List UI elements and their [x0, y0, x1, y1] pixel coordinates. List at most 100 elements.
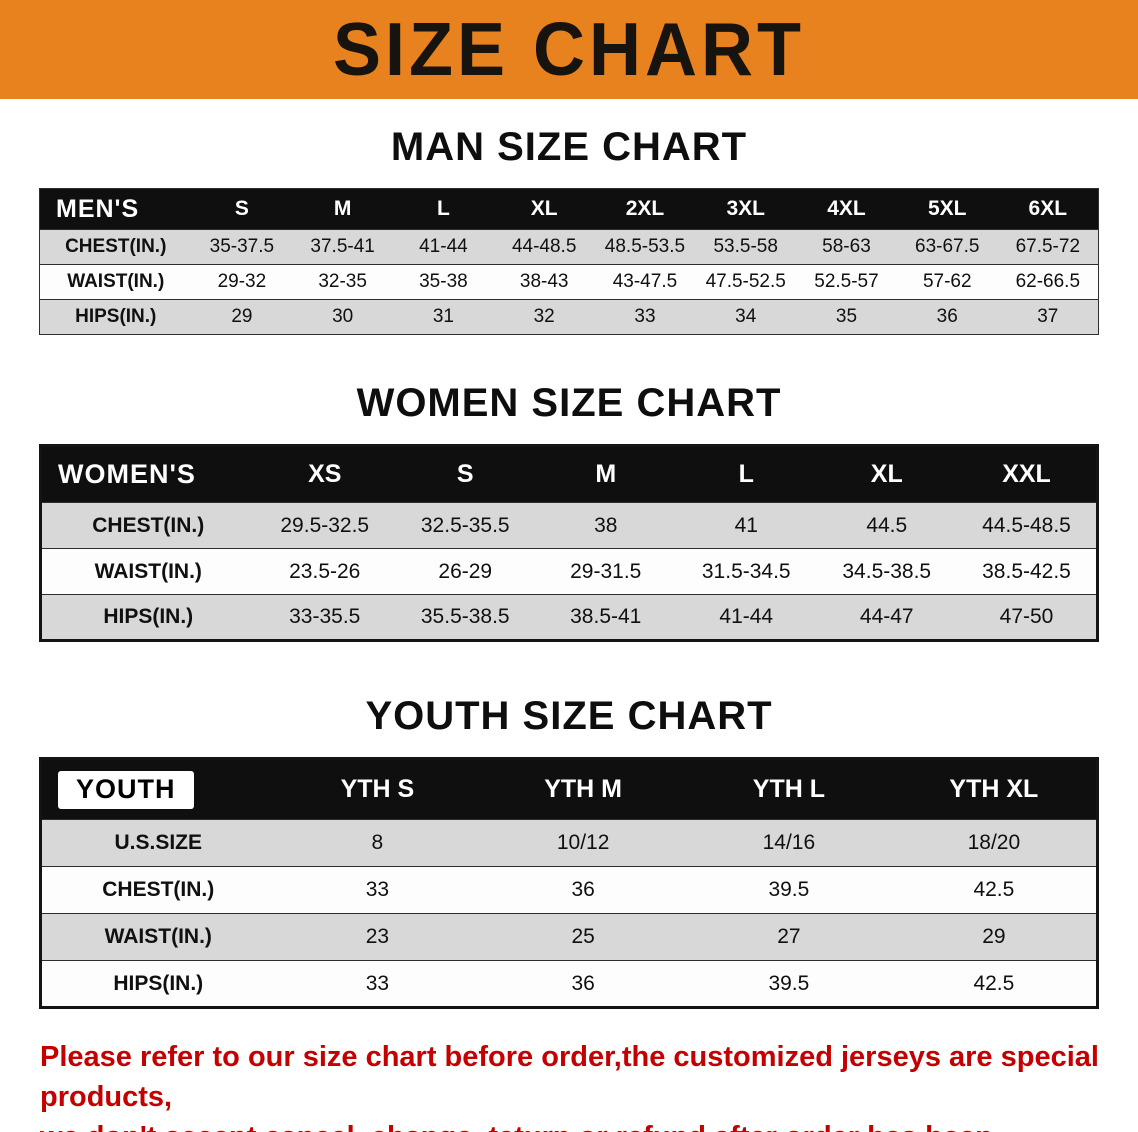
value-cell: 58-63 [796, 229, 897, 265]
column-header: 2XL [594, 188, 696, 230]
youth-section-heading: YOUTH SIZE CHART [365, 694, 773, 738]
value-cell: 35-38 [393, 264, 494, 300]
value-cell: 31.5-34.5 [676, 548, 817, 595]
banner: SIZE CHART [0, 0, 1138, 99]
youth-size-table: YOUTH YTH S YTH M YTH L YTH XL U.S.SIZE 8 10/12… [39, 757, 1099, 1009]
value-cell: 25 [480, 913, 686, 961]
value-cell: 63-67.5 [896, 229, 998, 265]
value-cell: 23 [274, 913, 481, 961]
disclaimer-line: Please refer to our size chart before or… [40, 1041, 1099, 1114]
value-cell: 26-29 [395, 548, 536, 595]
row-label: CHEST(IN.) [40, 502, 255, 549]
value-cell: 44-47 [816, 594, 957, 641]
column-header: 5XL [896, 188, 998, 230]
men-table-label: MEN'S [39, 188, 192, 230]
column-header: S [395, 445, 536, 503]
value-cell: 10/12 [480, 819, 686, 867]
value-cell: 32 [493, 299, 595, 335]
row-label: HIPS(IN.) [40, 594, 255, 641]
value-cell: 41 [676, 502, 817, 549]
men-header-row: MEN'S S M L XL 2XL 3XL 4XL 5XL 6XL [39, 188, 1099, 230]
value-cell: 33 [274, 866, 481, 914]
column-header: XL [816, 445, 957, 503]
value-cell: 67.5-72 [997, 229, 1099, 265]
column-header: 6XL [997, 188, 1099, 230]
column-header: YTH XL [891, 758, 1098, 820]
women-header-row: WOMEN'S XS S M L XL XXL [40, 445, 1098, 503]
value-cell: 36 [896, 299, 998, 335]
value-cell: 35.5-38.5 [395, 594, 536, 641]
table-row: HIPS(IN.) 29 30 31 32 33 34 35 36 37 [39, 299, 1099, 335]
value-cell: 57-62 [896, 264, 998, 300]
column-header: L [676, 445, 817, 503]
column-header: YTH L [686, 758, 892, 820]
youth-table-label: YOUTH [40, 758, 275, 820]
value-cell: 38.5-42.5 [957, 548, 1098, 595]
column-header: 3XL [695, 188, 797, 230]
page-title: SIZE CHART [333, 7, 805, 92]
column-header: XXL [957, 445, 1098, 503]
row-label: CHEST(IN.) [39, 229, 192, 265]
value-cell: 47-50 [957, 594, 1098, 641]
youth-header-row: YOUTH YTH S YTH M YTH L YTH XL [40, 758, 1098, 820]
value-cell: 39.5 [686, 866, 892, 914]
value-cell: 29-32 [191, 264, 293, 300]
value-cell: 8 [274, 819, 481, 867]
column-header: XL [493, 188, 595, 230]
value-cell: 23.5-26 [254, 548, 395, 595]
value-cell: 34 [695, 299, 797, 335]
row-label: WAIST(IN.) [39, 264, 192, 300]
column-header: YTH M [480, 758, 686, 820]
row-label: CHEST(IN.) [40, 866, 275, 914]
table-row: CHEST(IN.) 33 36 39.5 42.5 [40, 866, 1098, 914]
value-cell: 42.5 [891, 866, 1098, 914]
value-cell: 31 [393, 299, 494, 335]
value-cell: 18/20 [891, 819, 1098, 867]
women-size-table: WOMEN'S XS S M L XL XXL CHEST(IN.) 29.5-32.5 32.5… [39, 444, 1099, 642]
table-row: WAIST(IN.) 23.5-26 26-29 29-31.5 31.5-34.5 34… [40, 548, 1098, 595]
value-cell: 29-31.5 [535, 548, 676, 595]
disclaimer: Please refer to our size chart before or… [40, 1037, 1100, 1132]
value-cell: 33-35.5 [254, 594, 395, 641]
value-cell: 32-35 [292, 264, 394, 300]
value-cell: 53.5-58 [695, 229, 797, 265]
value-cell: 29 [191, 299, 293, 335]
value-cell: 41-44 [393, 229, 494, 265]
row-label: HIPS(IN.) [39, 299, 192, 335]
value-cell: 38-43 [493, 264, 595, 300]
table-row: HIPS(IN.) 33 36 39.5 42.5 [40, 960, 1098, 1008]
women-section-heading: WOMEN SIZE CHART [356, 381, 782, 425]
value-cell: 33 [594, 299, 696, 335]
men-size-table: MEN'S S M L XL 2XL 3XL 4XL 5XL 6XL CHEST(IN.) 35-37… [39, 188, 1099, 335]
section-women: WOMEN SIZE CHART WOMEN'S XS S M L XL XXL CHEST(I… [0, 381, 1138, 642]
column-header: M [535, 445, 676, 503]
row-label: WAIST(IN.) [40, 548, 255, 595]
value-cell: 33 [274, 960, 481, 1008]
value-cell: 39.5 [686, 960, 892, 1008]
table-row: CHEST(IN.) 29.5-32.5 32.5-35.5 38 41 44.5 44.5… [40, 502, 1098, 549]
women-table-label: WOMEN'S [40, 445, 255, 503]
column-header: 4XL [796, 188, 897, 230]
row-label: HIPS(IN.) [40, 960, 275, 1008]
men-section-heading: MAN SIZE CHART [390, 125, 748, 169]
disclaimer-line: we don't accept cancel, change, teturn o… [40, 1117, 1100, 1132]
value-cell: 44.5-48.5 [957, 502, 1098, 549]
value-cell: 48.5-53.5 [594, 229, 696, 265]
row-label: WAIST(IN.) [40, 913, 275, 961]
value-cell: 35-37.5 [191, 229, 293, 265]
value-cell: 36 [480, 960, 686, 1008]
youth-label-chip: YOUTH [58, 770, 194, 809]
table-row: CHEST(IN.) 35-37.5 37.5-41 41-44 44-48.5 48.5… [39, 229, 1099, 265]
value-cell: 47.5-52.5 [695, 264, 797, 300]
value-cell: 42.5 [891, 960, 1098, 1008]
column-header: M [292, 188, 394, 230]
value-cell: 37 [997, 299, 1099, 335]
table-row: WAIST(IN.) 23 25 27 29 [40, 913, 1098, 961]
value-cell: 29.5-32.5 [254, 502, 395, 549]
table-row: WAIST(IN.) 29-32 32-35 35-38 38-43 43-47.5 47.… [39, 264, 1099, 300]
value-cell: 14/16 [686, 819, 892, 867]
value-cell: 30 [292, 299, 394, 335]
row-label: U.S.SIZE [40, 819, 275, 867]
value-cell: 44-48.5 [493, 229, 595, 265]
